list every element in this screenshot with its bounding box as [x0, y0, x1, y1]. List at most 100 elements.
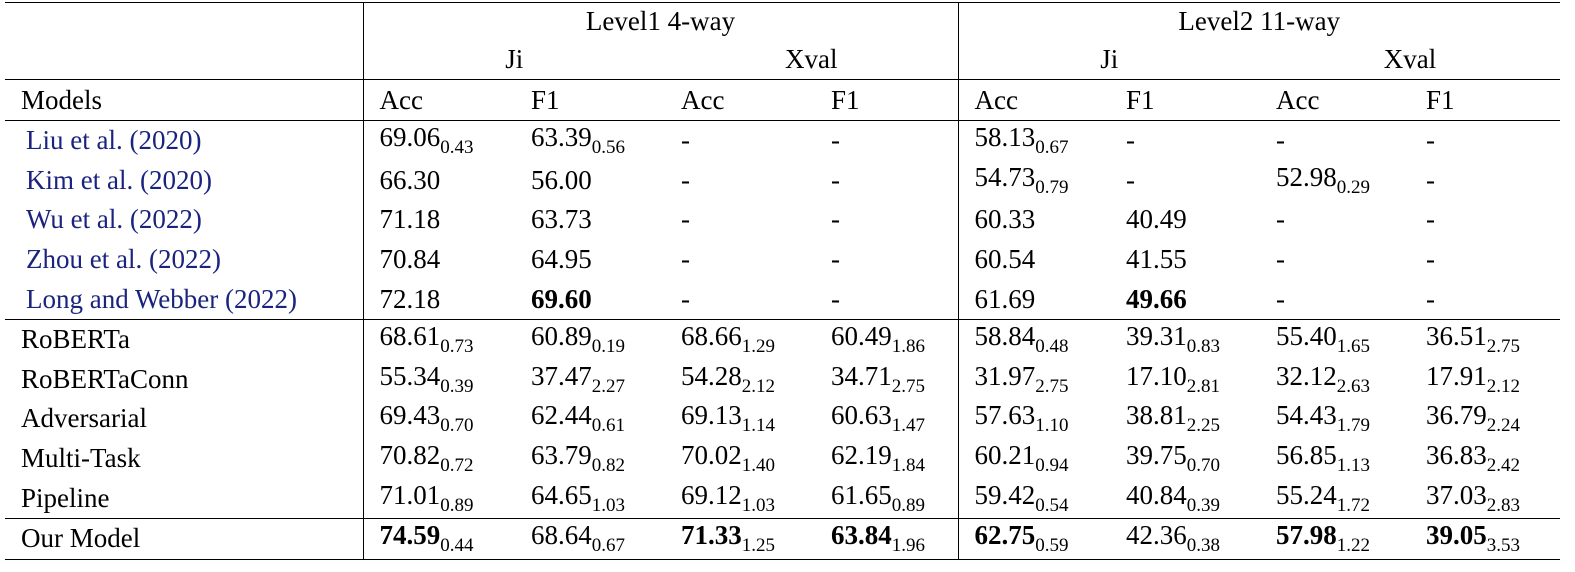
score-cell: 59.420.54 [957, 478, 1110, 519]
table-row: Long and Webber (2022) 72.18 69.60 - - 61.69 4… [5, 279, 1560, 320]
score-std: 0.67 [591, 535, 625, 557]
score-std: 0.48 [1035, 336, 1069, 358]
model-name: Multi-Task [21, 443, 141, 474]
header-row-splits: Ji Xval Ji Xval [5, 40, 1560, 80]
score-value: 55.40 [1276, 321, 1337, 352]
score-value: 39.05 [1426, 520, 1487, 551]
score-std: 1.79 [1336, 415, 1370, 437]
score-cell: 39.310.83 [1110, 318, 1260, 360]
score-std: 0.44 [440, 535, 474, 557]
score-value: - [681, 164, 690, 195]
score-std: 1.96 [891, 535, 925, 557]
score-std: 1.86 [891, 336, 925, 358]
metric-header: Acc [362, 79, 515, 121]
score-cell: 64.651.03 [515, 478, 665, 518]
score-std: 2.75 [1035, 375, 1069, 397]
score-std: 2.12 [741, 375, 775, 397]
header-row-levels: Level1 4-way Level2 11-way [5, 2, 1560, 40]
score-std: 0.67 [1035, 137, 1069, 159]
score-cell: - [1410, 240, 1560, 280]
score-std: 1.03 [591, 494, 625, 516]
score-cell: - [1410, 200, 1560, 240]
score-cell: - [665, 161, 815, 201]
score-cell: 68.610.73 [362, 318, 515, 360]
score-value: 54.28 [681, 360, 742, 391]
header-row-metrics: Models Acc F1 Acc F1 Acc F1 Acc F1 [5, 79, 1560, 121]
score-value: - [681, 204, 690, 235]
score-value: 40.84 [1126, 479, 1187, 510]
score-cell: 69.121.03 [665, 478, 815, 518]
score-std: 2.63 [1336, 375, 1370, 397]
score-cell: - [665, 200, 815, 240]
score-cell: - [1110, 161, 1260, 201]
score-cell: 54.431.79 [1260, 399, 1410, 439]
score-std: 0.39 [440, 375, 474, 397]
model-name: Pipeline [21, 482, 110, 513]
score-cell: 69.060.43 [362, 120, 515, 161]
score-cell: - [665, 121, 815, 161]
score-cell: 40.49 [1110, 200, 1260, 240]
score-std: 1.14 [741, 415, 775, 437]
score-cell: 70.84 [362, 239, 515, 280]
metric-header: Acc [1260, 79, 1410, 121]
score-value: - [831, 204, 840, 235]
score-value: 61.69 [974, 283, 1036, 314]
score-value: 39.31 [1126, 321, 1187, 352]
score-value: 31.97 [974, 360, 1036, 391]
score-cell: 63.790.82 [515, 439, 665, 479]
score-value: 70.82 [379, 440, 441, 471]
table-row: Kim et al. (2020) 66.30 56.00- -54.730.79-5… [5, 160, 1560, 201]
score-value: 57.98 [1276, 520, 1337, 551]
score-value: 69.13 [681, 400, 742, 431]
score-std: 1.10 [1035, 415, 1069, 437]
score-cell: 17.102.81 [1110, 360, 1260, 400]
metric-header: F1 [515, 79, 665, 121]
table-row: Zhou et al. (2022) 70.84 64.95 - - 60.54 41.55… [5, 239, 1560, 280]
score-value: - [1426, 283, 1435, 314]
score-value: 64.95 [531, 244, 592, 275]
table-row: Wu et al. (2022) 71.18 63.73 - - 60.33 40.49 - - [5, 200, 1560, 240]
score-value: 69.60 [531, 283, 592, 314]
model-name: Adversarial [21, 403, 147, 434]
score-value: 17.10 [1126, 360, 1187, 391]
model-citation: Liu et al. (2020) [26, 125, 202, 156]
score-cell: 31.972.75 [957, 359, 1110, 400]
score-std: 1.25 [741, 535, 775, 557]
metric-header: F1 [1110, 79, 1260, 121]
score-cell: 66.30 [362, 160, 515, 201]
score-value: 68.61 [379, 321, 441, 352]
model-name: RoBERTaConn [21, 363, 189, 394]
score-value: - [1126, 125, 1135, 156]
score-value: - [681, 244, 690, 275]
score-cell: - [1410, 279, 1560, 319]
score-cell: - [1260, 200, 1410, 240]
score-std: 2.12 [1486, 375, 1520, 397]
score-value: 54.43 [1276, 400, 1337, 431]
score-value: - [1126, 164, 1135, 195]
score-cell: 56.00 [515, 161, 665, 201]
score-std: 1.47 [891, 415, 925, 437]
score-cell: 32.122.63 [1260, 360, 1410, 400]
score-value: - [831, 244, 840, 275]
score-std: 1.65 [1336, 336, 1370, 358]
score-cell: - [1410, 121, 1560, 161]
score-cell: - [665, 240, 815, 280]
score-cell: 71.331.25 [665, 517, 815, 560]
table-row: Pipeline 71.010.89 64.651.03 69.121.03 61.65… [5, 478, 1560, 519]
score-value: 41.55 [1126, 244, 1187, 275]
split-header-level2-ji: Ji [957, 40, 1260, 80]
split-header-level2-xval: Xval [1383, 44, 1437, 74]
score-std: 0.43 [440, 137, 474, 159]
score-value: 69.06 [379, 122, 441, 153]
score-cell: 60.33 [957, 200, 1110, 240]
score-std: 2.81 [1186, 375, 1220, 397]
score-std: 0.54 [1035, 494, 1069, 516]
score-cell: 61.69 [957, 279, 1110, 320]
score-cell: 71.010.89 [362, 478, 515, 519]
score-value: 72.18 [379, 283, 441, 314]
score-cell: 41.55 [1110, 240, 1260, 280]
model-name: Our Model [5, 517, 363, 560]
score-cell: 39.750.70 [1110, 439, 1260, 479]
score-value: 39.75 [1126, 440, 1187, 471]
score-value: 62.19 [831, 440, 892, 471]
